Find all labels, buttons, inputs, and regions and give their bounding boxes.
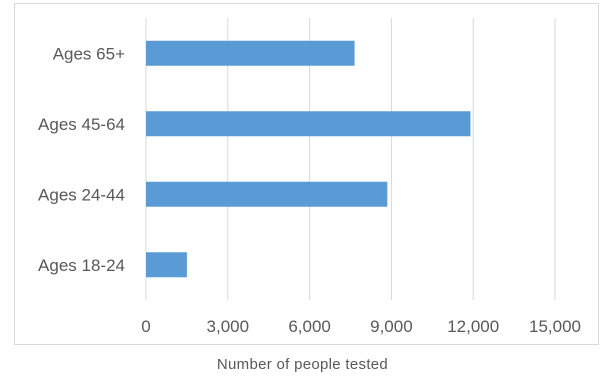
x-tick-label-5: 15,000: [529, 317, 581, 336]
y-category-label-3: Ages 65+: [53, 44, 125, 63]
x-tick-label-0: 0: [141, 317, 150, 336]
x-tick-label-4: 12,000: [447, 317, 499, 336]
bar-0: [146, 252, 187, 278]
bar-1: [146, 181, 388, 207]
y-category-label-0: Ages 18-24: [38, 256, 125, 275]
y-category-label-2: Ages 45-64: [38, 115, 125, 134]
bar-2: [146, 111, 471, 137]
x-tick-label-3: 9,000: [370, 317, 413, 336]
x-axis-title: Number of people tested: [216, 356, 389, 373]
y-category-label-1: Ages 24-44: [38, 185, 125, 204]
x-tick-label-1: 3,000: [207, 317, 250, 336]
bar-3: [146, 40, 355, 66]
x-tick-label-2: 6,000: [288, 317, 331, 336]
